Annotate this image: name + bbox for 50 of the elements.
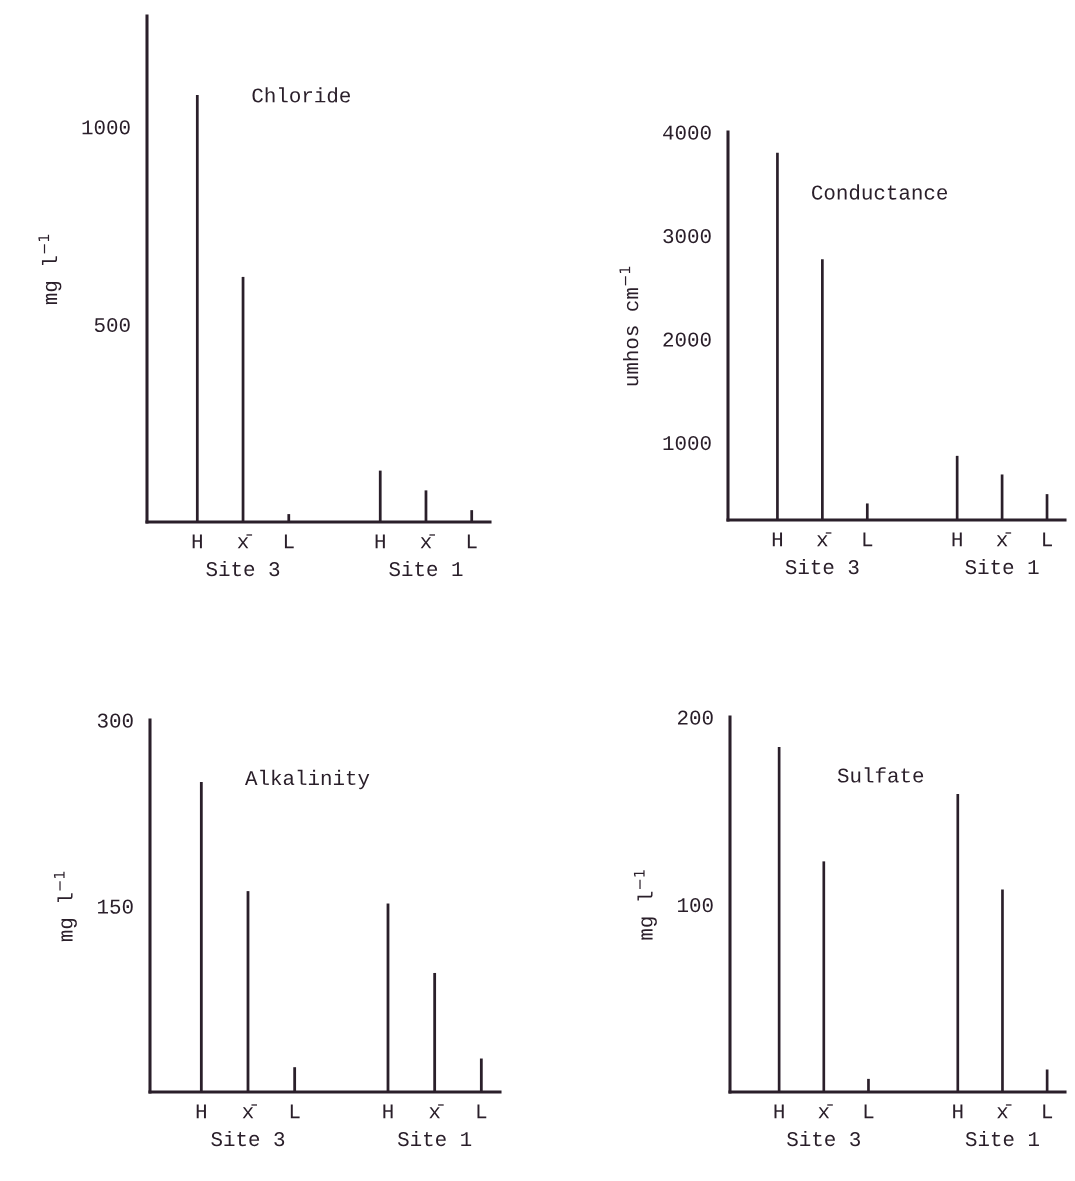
x-tick-label: x̄ (996, 532, 1012, 547)
text: Site 3 (211, 1130, 285, 1147)
x-tick-label: x̄ (420, 534, 436, 549)
x-tick-label: L (467, 534, 477, 549)
x-tick-label: H (772, 532, 783, 547)
text: Site 1 (389, 560, 463, 577)
text: Alkalinity (244, 769, 370, 790)
x-tick-label: x̄ (817, 532, 832, 547)
y-axis-title: mg l$^{−1}$ (53, 871, 77, 942)
text: Site 1 (397, 1130, 472, 1147)
y-tick-label: 1000 (663, 436, 711, 451)
y-tick-label: 100 (678, 898, 713, 913)
x-tick-label: H (375, 534, 385, 549)
y-tick-label: 1000 (82, 120, 130, 135)
y-tick-label: 300 (97, 713, 133, 728)
y-tick-label: 150 (98, 899, 133, 914)
x-tick-label: L (863, 532, 873, 547)
y-tick-label: 500 (94, 317, 130, 333)
y-axis-title: mg l$^{−1}$ (633, 870, 657, 940)
text: Conductance (812, 184, 948, 200)
text: Site 1 (965, 1130, 1039, 1147)
x-tick-label: H (774, 1104, 784, 1119)
x-tick-label: H (196, 1104, 206, 1119)
x-tick-label: x̄ (997, 1104, 1012, 1119)
x-tick-label: L (290, 1104, 300, 1119)
x-tick-label: L (477, 1104, 487, 1119)
text: Site 3 (787, 1130, 860, 1147)
text: Site 3 (206, 560, 280, 577)
y-tick-label: 4000 (663, 125, 711, 140)
y-tick-label: 200 (677, 710, 713, 725)
x-tick-label: x̄ (818, 1104, 833, 1119)
x-tick-label: H (953, 1104, 963, 1119)
x-tick-label: L (864, 1104, 874, 1119)
x-tick-label: H (383, 1104, 393, 1119)
y-tick-label: 2000 (663, 332, 711, 347)
x-tick-label: x̄ (429, 1104, 444, 1119)
y-axis-title: umhos cm$^{−1}$ (619, 266, 639, 386)
text: Sulfate (837, 767, 924, 783)
y-axis-title: mg l$^{−1}$ (38, 234, 62, 305)
x-tick-label: L (284, 534, 294, 549)
x-tick-label: L (1043, 1104, 1053, 1119)
y-tick-label: 3000 (663, 229, 711, 244)
x-tick-label: L (1043, 532, 1052, 547)
x-tick-label: x̄ (237, 534, 253, 549)
text: Site 1 (965, 558, 1039, 575)
x-tick-label: H (192, 534, 202, 549)
x-tick-label: H (952, 532, 962, 547)
text: Site 3 (785, 558, 859, 575)
x-tick-label: x̄ (242, 1104, 258, 1119)
text: Chloride (252, 87, 350, 103)
